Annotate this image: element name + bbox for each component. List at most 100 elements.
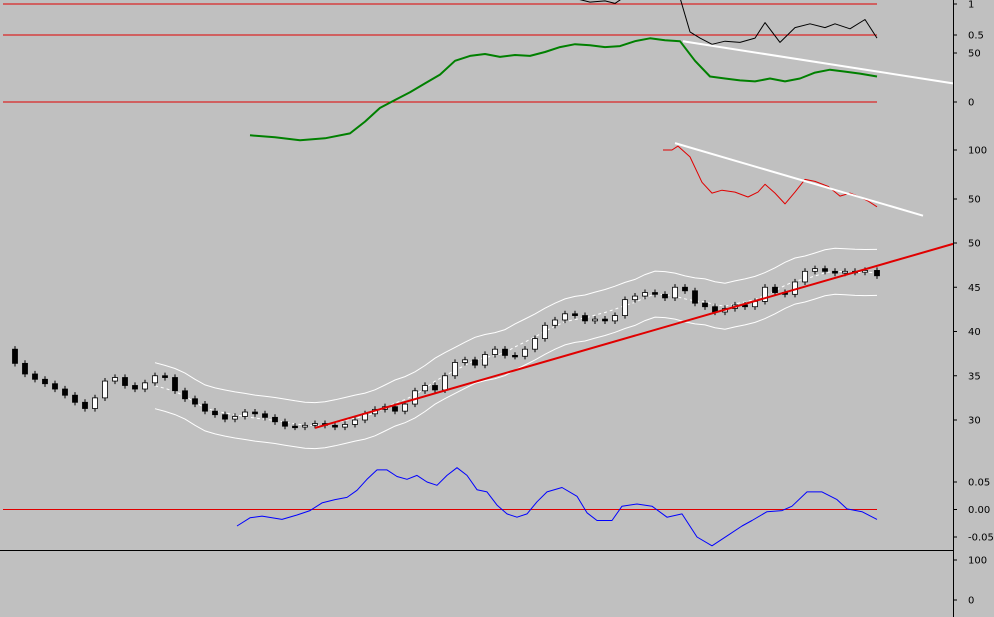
candle-body — [92, 397, 98, 409]
candle-body — [532, 338, 538, 350]
candle-body — [512, 354, 518, 358]
candle-body — [182, 390, 188, 400]
candle-body — [662, 293, 668, 299]
candle-body — [772, 286, 778, 293]
candle-body — [192, 398, 198, 405]
series-line — [579, 0, 878, 45]
axis-tick-label: 0.05 — [968, 478, 990, 489]
axis-tick-label: 50 — [968, 49, 981, 60]
candle-body — [42, 378, 48, 385]
candle-body — [874, 270, 880, 277]
candle-body — [432, 385, 438, 391]
trendlines — [314, 40, 954, 429]
candle-body — [602, 318, 608, 322]
axis-tick-label: 50 — [968, 239, 981, 250]
series-line — [249, 37, 878, 142]
candle-body — [692, 290, 698, 304]
candle-body — [412, 390, 418, 405]
candle-body — [682, 286, 688, 292]
candle-body — [562, 313, 568, 321]
candle-body — [162, 375, 168, 378]
candle-body — [502, 348, 508, 356]
axis-tick-label: 50 — [968, 195, 981, 206]
candle-body — [482, 354, 488, 366]
candle-body — [492, 348, 498, 355]
candle-body — [572, 313, 578, 316]
candle-body — [802, 270, 808, 283]
candle-body — [832, 270, 838, 274]
series-line — [236, 467, 878, 547]
candle-body — [762, 286, 768, 302]
candle-body — [72, 394, 78, 403]
candle-body — [522, 348, 528, 357]
candle-body — [142, 382, 148, 390]
candle-body — [152, 375, 158, 384]
candle-body — [232, 416, 238, 420]
candle-body — [352, 419, 358, 425]
axis-tick-label: 0.5 — [968, 31, 984, 42]
candle-body — [462, 359, 468, 363]
price-candles — [12, 265, 880, 431]
axis-tick-label: 1 — [968, 0, 974, 11]
candle-body — [862, 270, 868, 273]
axis-tick-label: 100 — [968, 146, 987, 157]
candle-body — [282, 421, 288, 427]
candle-body — [442, 375, 448, 391]
candle-body — [472, 359, 478, 366]
candle-body — [22, 362, 28, 375]
price-axis: 1 0.5 50 0 100 50 50 45 40 35 30 0.05 0.00 -0.05 100 0 — [953, 0, 994, 607]
candle-body — [52, 383, 58, 390]
axis-tick-label: 100 — [968, 556, 987, 567]
candle-body — [742, 304, 748, 308]
axis-tick-label: 35 — [968, 371, 981, 382]
axis-tick-label: 0 — [968, 596, 974, 607]
axis-tick-label: -0.05 — [968, 533, 994, 544]
candle-body — [622, 299, 628, 316]
axis-tick-label: 0.00 — [968, 505, 990, 516]
candle-body — [582, 315, 588, 322]
indicator-series — [236, 0, 878, 547]
candle-body — [102, 380, 108, 399]
candle-body — [672, 286, 678, 299]
candle-body — [222, 414, 228, 420]
candle-body — [252, 411, 258, 415]
candle-body — [272, 416, 278, 423]
candle-body — [702, 302, 708, 308]
candle-body — [642, 292, 648, 297]
candle-body — [32, 373, 38, 380]
candle-body — [292, 425, 298, 429]
upper-band — [154, 247, 878, 404]
candle-body — [592, 318, 598, 322]
candle-body — [332, 424, 338, 428]
candle-body — [262, 413, 268, 418]
axis-tick-label: 30 — [968, 416, 981, 427]
candle-body — [242, 411, 248, 417]
candle-body — [612, 315, 618, 322]
candle-body — [62, 388, 68, 396]
trendline — [314, 242, 954, 429]
candle-body — [552, 319, 558, 326]
series-line — [663, 145, 878, 208]
candle-body — [172, 377, 178, 392]
candle-body — [202, 403, 208, 412]
trendline — [682, 40, 954, 85]
candle-body — [312, 423, 318, 426]
candle-body — [542, 324, 548, 339]
candle-body — [82, 401, 88, 409]
candle-body — [452, 362, 458, 377]
candle-body — [422, 385, 428, 392]
candle-body — [652, 292, 658, 295]
trendline — [674, 142, 924, 217]
candle-body — [122, 377, 128, 386]
candle-body — [342, 424, 348, 428]
candle-body — [392, 406, 398, 412]
reference-lines — [3, 3, 877, 510]
axis-tick-label: 0 — [968, 98, 974, 109]
candle-body — [822, 268, 828, 272]
candle-body — [812, 268, 818, 272]
candle-body — [212, 410, 218, 416]
candle-body — [842, 270, 848, 274]
axis-tick-label: 40 — [968, 327, 981, 338]
